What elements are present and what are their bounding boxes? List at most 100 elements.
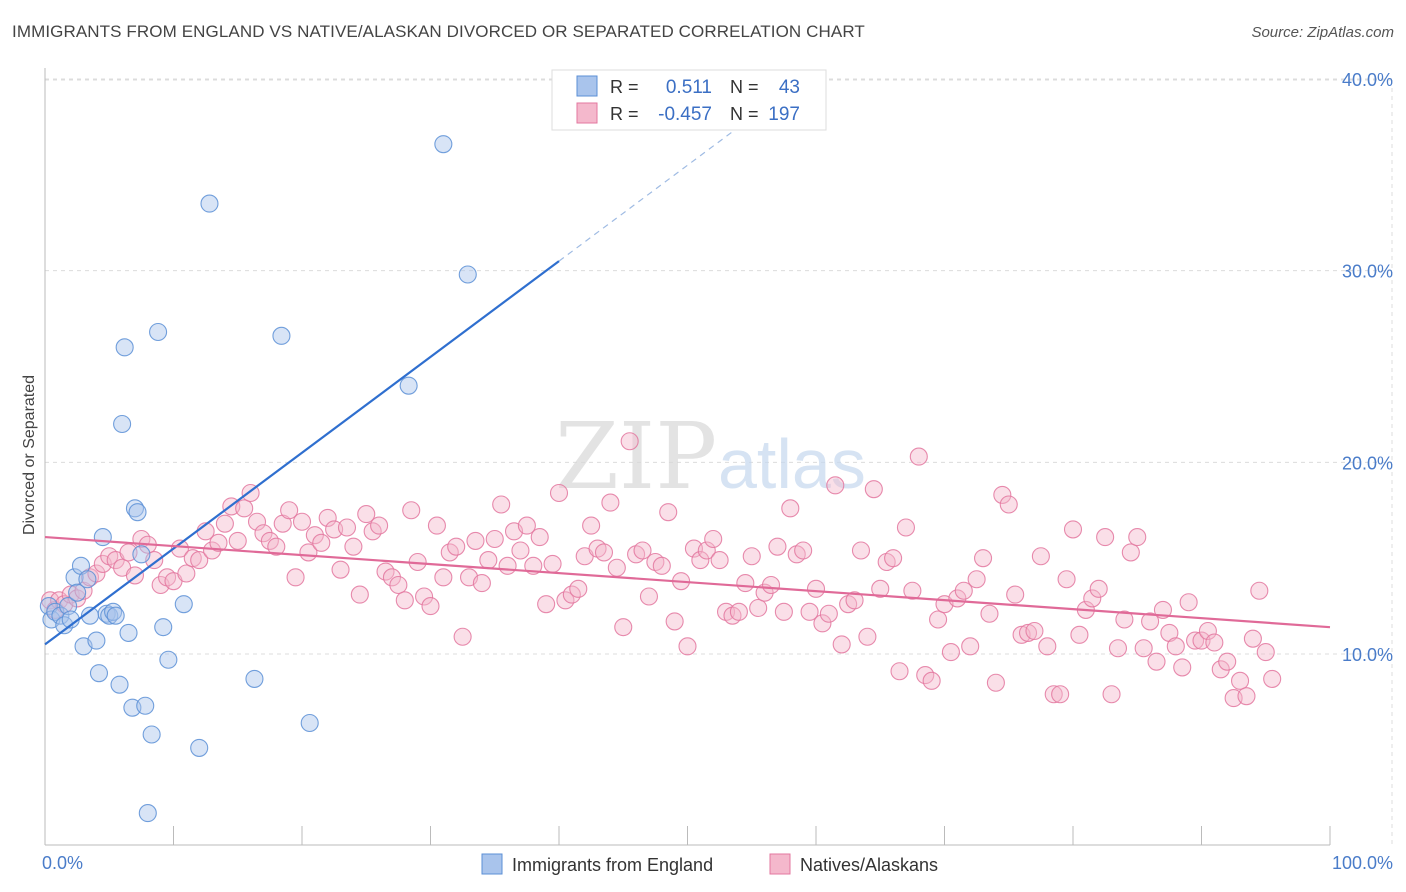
point-pink-123 [826,476,845,495]
point-pink-57 [402,501,421,520]
point-pink-138 [922,671,941,690]
trend-line-blue [44,260,560,646]
point-blue-23 [119,623,138,642]
point-pink-164 [1089,579,1108,598]
point-pink-149 [993,485,1012,504]
bottom-legend-label-blue: Immigrants from England [512,855,713,875]
point-pink-136 [909,447,928,466]
point-pink-183 [1211,660,1230,679]
point-pink-165 [1096,528,1115,547]
point-pink-22 [177,564,196,583]
point-pink-133 [890,662,909,681]
point-pink-40 [292,512,312,531]
y-tick-label-3: 40.0% [1342,70,1393,90]
point-pink-28 [215,514,234,533]
point-pink-97 [659,503,678,522]
y-tick-label-1: 20.0% [1342,453,1393,473]
point-pink-116 [781,499,800,518]
point-blue-42 [458,265,477,284]
point-pink-167 [1108,639,1128,658]
point-pink-56 [395,591,414,610]
point-pink-65 [453,627,472,646]
point-pink-59 [415,587,434,606]
point-pink-72 [498,556,517,575]
point-pink-100 [678,637,697,656]
point-pink-46 [331,560,350,579]
trend-lines [44,116,1331,646]
point-pink-36 [267,537,286,556]
point-pink-114 [768,537,787,556]
point-pink-24 [190,551,209,570]
point-pink-190 [1256,643,1275,662]
point-blue-14 [89,664,109,683]
point-blue-30 [142,725,161,744]
legend-r-value-2: -0.457 [658,104,712,125]
point-pink-50 [357,505,376,524]
point-pink-71 [492,495,511,514]
point-pink-188 [1243,629,1262,648]
series-natives-alaskans [41,432,1282,708]
point-pink-102 [691,551,710,570]
point-pink-144 [961,637,980,656]
point-pink-179 [1186,631,1205,650]
legend-n-value-2: 197 [768,104,800,125]
point-pink-79 [543,554,562,573]
point-blue-15 [93,528,112,547]
point-blue-28 [136,696,155,715]
series-immigrants-from-england [39,135,477,823]
point-blue-5 [59,597,78,616]
point-pink-88 [601,493,620,512]
point-pink-153 [1018,623,1038,642]
point-pink-69 [479,551,498,570]
point-pink-49 [350,585,369,604]
watermark-atlas: atlas [718,425,866,503]
point-pink-94 [639,587,659,606]
point-pink-163 [1083,589,1102,608]
point-pink-21 [170,539,189,558]
point-pink-105 [710,551,729,570]
point-pink-44 [318,508,337,527]
point-pink-129 [864,480,883,499]
point-pink-113 [761,575,781,595]
point-pink-67 [466,531,485,550]
point-pink-103 [697,541,716,560]
point-blue-33 [159,650,178,669]
point-pink-8 [87,564,106,583]
point-pink-64 [447,537,466,556]
point-pink-90 [614,618,633,637]
point-pink-158 [1051,685,1070,704]
point-pink-42 [305,526,324,545]
point-pink-187 [1237,687,1256,706]
point-blue-11 [78,570,97,589]
point-pink-151 [1006,585,1025,604]
legend-r-label-1: R = [610,77,639,97]
point-pink-74 [511,541,530,560]
point-pink-108 [729,602,748,621]
point-pink-120 [806,579,826,598]
point-pink-139 [929,610,948,629]
point-pink-34 [254,524,273,543]
source-label: Source: ZipAtlas.com [1251,24,1394,41]
point-pink-80 [549,483,569,503]
point-pink-159 [1057,570,1076,589]
point-pink-142 [948,589,967,608]
point-blue-41 [434,135,453,154]
point-pink-178 [1179,593,1198,612]
point-pink-54 [382,568,402,587]
legend-swatch-pink [576,102,598,124]
point-blue-31 [149,322,168,342]
point-pink-148 [986,673,1005,692]
point-pink-60 [421,597,440,616]
point-pink-75 [517,516,536,535]
point-pink-26 [203,541,222,560]
legend-r-label-2: R = [610,104,639,124]
axes [44,68,1331,846]
point-pink-48 [344,537,363,556]
x-tick-label-0: 0.0% [42,853,83,873]
point-pink-23 [183,549,202,568]
point-pink-132 [884,549,903,568]
watermark-zip: ZIP [555,403,717,510]
point-blue-16 [97,604,116,623]
point-blue-40 [399,376,418,395]
